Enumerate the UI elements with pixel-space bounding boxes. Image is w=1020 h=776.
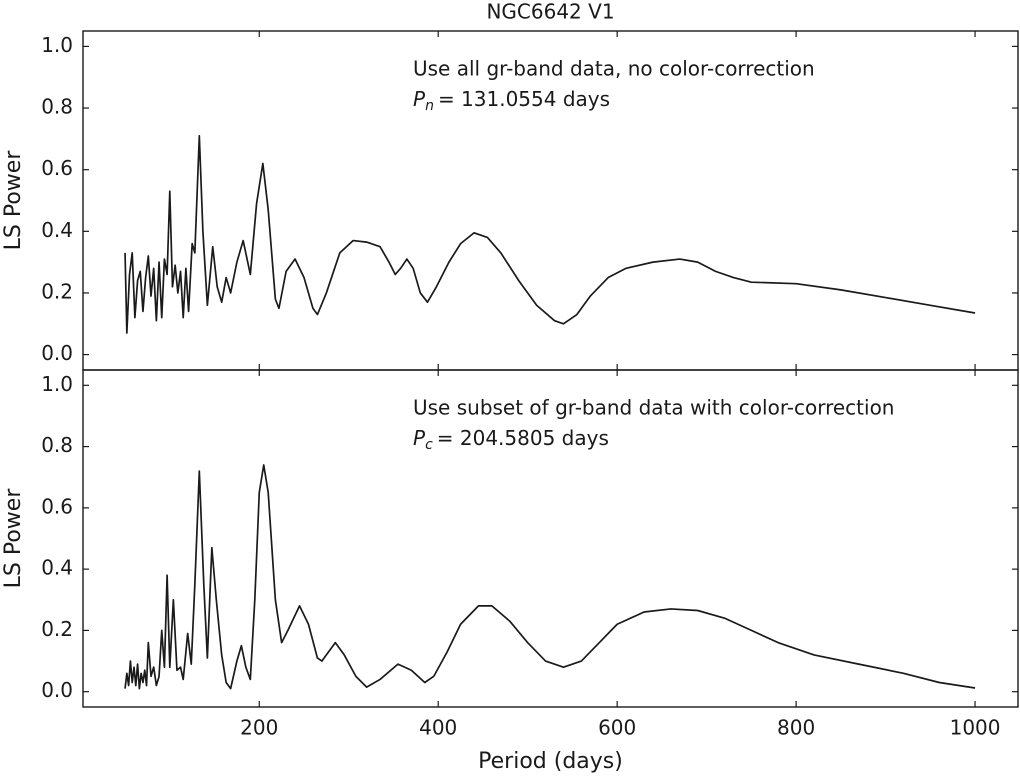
annotation: Use all gr-band data, no color-correctio…	[413, 57, 815, 81]
y-tick-label: 0.6	[41, 156, 73, 180]
y-tick-label: 0.8	[41, 433, 73, 457]
period-label: Pn = 131.0554 days	[413, 87, 610, 115]
y-tick-label: 0.0	[41, 341, 73, 365]
y-tick-label: 0.8	[41, 95, 73, 119]
y-axis-label: LS Power	[1, 488, 26, 589]
period-label: Pc = 204.5805 days	[413, 426, 609, 454]
period-subscript: c	[425, 437, 433, 453]
y-tick-label: 1.0	[41, 372, 73, 396]
y-tick-label: 0.2	[41, 279, 73, 303]
y-tick-label: 0.4	[41, 218, 73, 242]
period-text: = 131.0554 days	[438, 87, 610, 111]
annotation: Use subset of gr-band data with color-co…	[413, 396, 894, 420]
x-tick-label: 600	[598, 716, 636, 740]
periodogram-line	[124, 134, 976, 334]
y-tick-label: 1.0	[41, 33, 73, 57]
period-symbol: P	[413, 87, 426, 111]
x-tick-label: 200	[240, 716, 278, 740]
axes-frame	[82, 30, 1019, 371]
y-axis-label: LS Power	[1, 150, 26, 251]
period-subscript: n	[425, 98, 434, 114]
axes-frame	[82, 369, 1019, 708]
period-symbol: P	[413, 426, 426, 450]
periodogram-line	[124, 464, 976, 690]
period-text: = 204.5805 days	[437, 426, 609, 450]
y-tick-label: 0.4	[41, 556, 73, 580]
y-tick-label: 0.6	[41, 494, 73, 518]
x-tick-label: 400	[419, 716, 457, 740]
x-tick-label: 800	[777, 716, 815, 740]
y-tick-label: 0.2	[41, 617, 73, 641]
y-tick-label: 0.0	[41, 678, 73, 702]
x-tick-label: 1000	[950, 716, 1001, 740]
chart-title: NGC6642 V1	[486, 0, 614, 24]
x-axis-label: Period (days)	[478, 749, 623, 774]
